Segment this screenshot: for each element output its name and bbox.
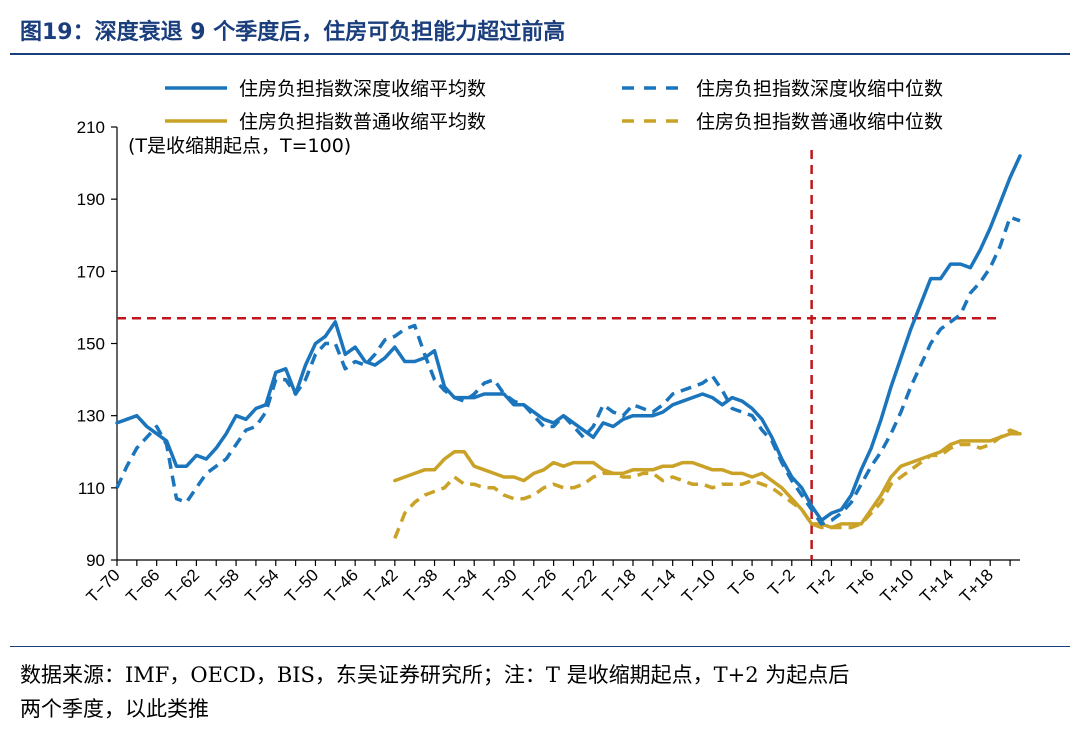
x-tick-label: T−66 [122, 565, 163, 606]
chart: 90 110 130 150 170 190 210 T−70T−66T−62T−58T−54… [77, 78, 1022, 607]
source-line-2: 两个季度，以此类推 [20, 697, 209, 721]
chart-axes: 90 110 130 150 170 190 210 T−70T−66T−62T−58T−54… [77, 118, 1020, 607]
series-line-4 [393, 428, 1021, 540]
x-tick-label: T+6 [843, 565, 877, 599]
x-tick-label: T+18 [956, 565, 997, 606]
x-tick-label: T−34 [440, 565, 481, 606]
y-tick-label: 210 [77, 118, 105, 137]
source-note: 数据来源：IMF，OECD，BIS，东吴证券研究所；注：T 是收缩期起点，T+2… [20, 658, 1060, 726]
figure-title: 图19：深度衰退 9 个季度后，住房可负担能力超过前高 [20, 20, 566, 45]
footer-rule [10, 646, 1070, 647]
title-rule [10, 53, 1070, 55]
x-tick-label: T−42 [360, 565, 401, 606]
x-tick-label: T−10 [678, 565, 719, 606]
x-tick-label: T−22 [559, 565, 600, 606]
x-tick-label: T−26 [519, 565, 560, 606]
x-tick-label: T−2 [764, 565, 798, 599]
x-tick-label: T−38 [400, 565, 441, 606]
x-tick-label: T−50 [281, 565, 322, 606]
series-line-1 [115, 154, 1022, 523]
y-tick-label: 110 [78, 479, 105, 498]
y-tick-label: 150 [77, 335, 105, 354]
series-line-2 [115, 215, 1021, 526]
legend-label-4: 住房负担指数普通收缩中位数 [696, 111, 943, 133]
source-line-1: 数据来源：IMF，OECD，BIS，东吴证券研究所；注：T 是收缩期起点，T+2… [20, 663, 850, 687]
reference-lines [117, 150, 996, 560]
x-tick-label: T−6 [724, 565, 758, 599]
x-tick-label: T−58 [202, 565, 243, 606]
x-tick-label: T−18 [599, 565, 640, 606]
y-tick-label: 190 [77, 190, 105, 209]
x-tick-label: T−30 [480, 565, 521, 606]
chart-annotation: (T是收缩期起点，T=100) [128, 135, 351, 157]
series-line-3 [393, 431, 1022, 530]
y-tick-label: 90 [86, 551, 105, 570]
x-tick-label: T−46 [321, 565, 362, 606]
y-tick-label: 130 [77, 407, 105, 426]
y-tick-label: 170 [77, 262, 105, 281]
x-tick-label: T−54 [241, 565, 282, 606]
series-layer [115, 154, 1022, 540]
legend-label-2: 住房负担指数深度收缩中位数 [696, 78, 943, 100]
x-tick-label: T−70 [83, 565, 124, 606]
x-tick-label: T−14 [638, 565, 679, 606]
x-tick-label: T+14 [916, 565, 957, 606]
legend-label-1: 住房负担指数深度收缩平均数 [239, 78, 486, 100]
x-tick-label: T+10 [876, 565, 917, 606]
legend-label-3: 住房负担指数普通收缩平均数 [239, 111, 486, 133]
x-tick-label: T+2 [804, 565, 838, 599]
x-tick-label: T−62 [162, 565, 203, 606]
